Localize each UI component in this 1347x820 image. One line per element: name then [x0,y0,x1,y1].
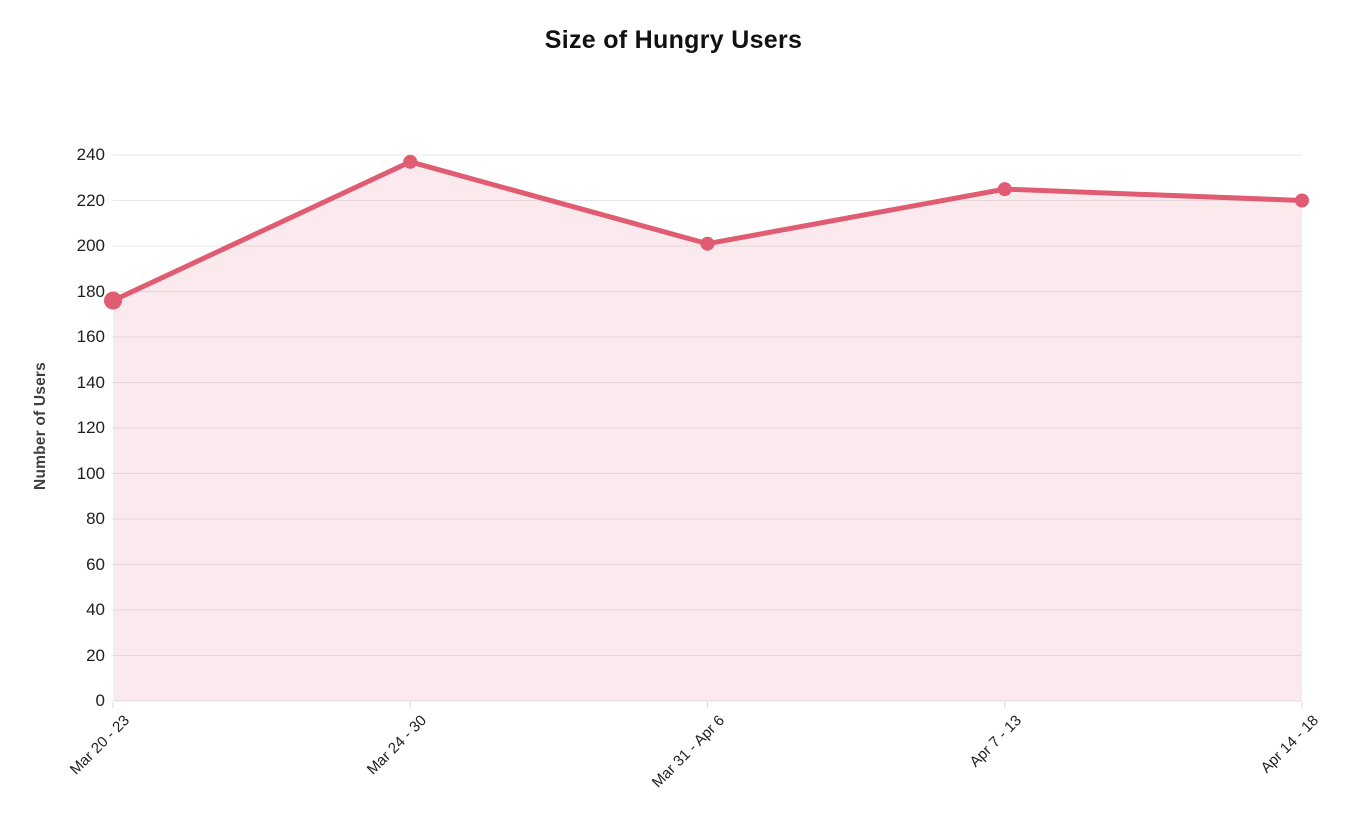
area-fill [113,161,1302,701]
y-axis-tick-label: 140 [76,372,105,392]
y-axis-tick-label: 80 [86,509,105,528]
chart-title: Size of Hungry Users [544,26,803,54]
y-axis-tick-label: 160 [76,327,105,346]
y-axis-tick-label: 100 [76,463,105,483]
data-point-marker [700,236,715,251]
y-axis-tick-label: 60 [86,554,105,574]
y-axis-tick-label: 0 [95,691,105,710]
data-point-marker [403,154,418,169]
y-axis-tick-label: 120 [76,418,105,437]
y-axis-tick-label: 240 [76,145,105,164]
data-point-marker [1295,193,1309,208]
y-axis-tick-label: 40 [86,600,105,619]
y-axis-tick-label: 180 [76,281,105,301]
data-point-marker [104,291,122,310]
y-axis-tick-label: 20 [86,645,105,665]
data-point-marker [997,182,1012,197]
y-axis-tick-label: 220 [76,190,105,210]
y-axis-tick-label: 200 [76,236,105,255]
